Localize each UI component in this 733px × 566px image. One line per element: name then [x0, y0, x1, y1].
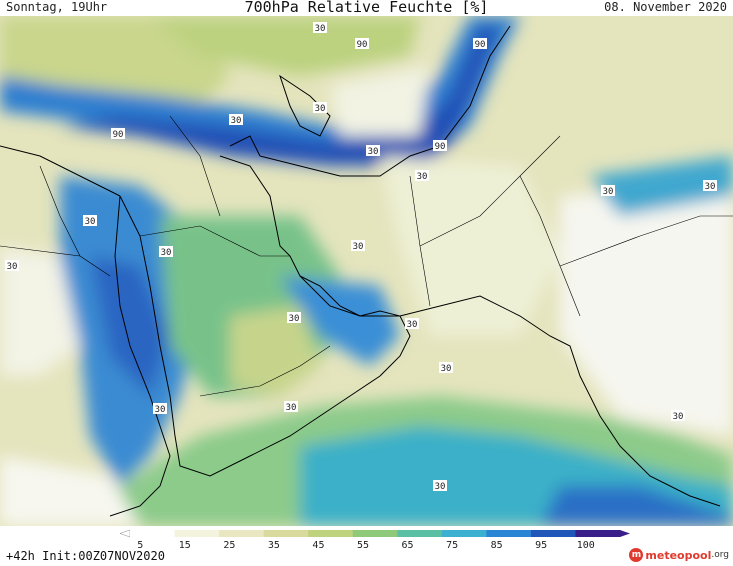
- legend-tick-label: 5: [137, 540, 143, 551]
- contour-label: 30: [159, 246, 173, 258]
- country-borders: [0, 115, 733, 397]
- dry-zone-iran: [380, 156, 560, 336]
- svg-text:30: 30: [603, 187, 614, 197]
- dry-zone-arabia: [230, 306, 320, 396]
- map-footer: 5 15 25 35 45 55 65 75 85 95 100 +42h Init:00Z07NO…: [0, 526, 733, 566]
- map-header: Sonntag, 19Uhr 700hPa Relative Feuchte […: [0, 0, 733, 16]
- legend-swatch: [575, 530, 621, 537]
- contour-label: 90: [433, 140, 447, 152]
- dry-zone-africa: [0, 246, 80, 376]
- legend-swatch: [530, 530, 576, 537]
- legend-tick-label: 45: [312, 540, 324, 551]
- contour-label: 30: [313, 22, 327, 34]
- legend-swatch: [441, 530, 487, 537]
- humid-zone-gulf: [280, 276, 400, 366]
- legend-lower-arrow: [119, 529, 131, 538]
- svg-text:30: 30: [231, 116, 242, 126]
- humidity-field: [0, 16, 733, 526]
- svg-text:30: 30: [7, 262, 18, 272]
- svg-text:30: 30: [315, 104, 326, 114]
- contour-label: 30: [703, 180, 717, 192]
- legend-swatch: [308, 530, 354, 537]
- svg-text:30: 30: [155, 405, 166, 415]
- moist-zone-north: [150, 16, 420, 76]
- contour-label: 30: [5, 260, 19, 272]
- contour-label: 30: [287, 312, 301, 324]
- svg-text:30: 30: [407, 320, 418, 330]
- legend-tick-label: 35: [268, 540, 280, 551]
- map-title: 700hPa Relative Feuchte [%]: [244, 0, 489, 16]
- legend-tick-label: 15: [179, 540, 191, 551]
- svg-text:30: 30: [161, 248, 172, 258]
- legend-swatch: [397, 530, 443, 537]
- legend-tick-label: 85: [491, 540, 503, 551]
- legend-swatch: [486, 530, 532, 537]
- logo-prefix: meteo: [645, 548, 685, 562]
- logo-accent: pool: [684, 548, 712, 562]
- contour-label: 30: [366, 145, 380, 157]
- legend-swatch: [130, 530, 176, 537]
- contour-label: 30: [351, 240, 365, 252]
- logo-wordmark: meteopool: [645, 549, 711, 562]
- humid-peak-south: [540, 486, 733, 526]
- dry-zone-north: [330, 66, 430, 136]
- svg-text:90: 90: [357, 40, 368, 50]
- legend-tick-label: 65: [402, 540, 414, 551]
- svg-text:30: 30: [441, 364, 452, 374]
- legend-swatch: [219, 530, 265, 537]
- contour-label: 30: [284, 401, 298, 413]
- meteopool-logo-icon: m: [629, 548, 644, 562]
- legend-tick-label: 100: [577, 540, 595, 551]
- svg-text:30: 30: [705, 182, 716, 192]
- legend-swatch: [352, 530, 398, 537]
- svg-text:30: 30: [286, 403, 297, 413]
- humid-band-himalaya: [590, 156, 733, 216]
- svg-text:30: 30: [435, 482, 446, 492]
- contour-label: 30: [439, 362, 453, 374]
- dry-zone-east: [560, 186, 733, 436]
- coastlines: [0, 25, 721, 517]
- svg-text:30: 30: [417, 172, 428, 182]
- contour-label: 30: [83, 215, 97, 227]
- humid-core-north: [60, 26, 500, 166]
- svg-text:90: 90: [435, 142, 446, 152]
- svg-text:30: 30: [289, 314, 300, 324]
- contour-label: 30: [229, 114, 243, 126]
- contour-label: 90: [355, 38, 369, 50]
- contour-labels: 30 90 90 30 30 90 30 90 30 30 30 30 30 30 30 30 30 30 30 30…: [5, 22, 717, 492]
- legend-swatch: [263, 530, 309, 537]
- contour-label: 90: [473, 38, 487, 50]
- meteopool-logo[interactable]: m meteopool .org: [629, 546, 729, 564]
- humidity-map[interactable]: 30 90 90 30 30 90 30 90 30 30 30 30 30 30 30 30 30 30 30 30…: [0, 16, 733, 526]
- legend-tick-label: 25: [223, 540, 235, 551]
- contour-label: 30: [415, 170, 429, 182]
- legend-tick-label: 95: [535, 540, 547, 551]
- svg-text:30: 30: [368, 147, 379, 157]
- logo-tld: .org: [711, 550, 729, 560]
- humid-core-west: [90, 256, 170, 396]
- legend-tick-label: 75: [446, 540, 458, 551]
- legend-swatch: [174, 530, 220, 537]
- forecast-init-info: +42h Init:00Z07NOV2020: [6, 549, 165, 563]
- contour-label: 30: [433, 480, 447, 492]
- contour-label: 30: [671, 410, 685, 422]
- legend-upper-arrow: [620, 530, 630, 537]
- svg-text:30: 30: [85, 217, 96, 227]
- svg-text:30: 30: [673, 412, 684, 422]
- forecast-day-time: Sonntag, 19Uhr: [6, 0, 108, 14]
- svg-text:30: 30: [315, 24, 326, 34]
- contour-label: 30: [153, 403, 167, 415]
- svg-text:30: 30: [353, 242, 364, 252]
- contour-label: 30: [405, 318, 419, 330]
- color-legend: 5 15 25 35 45 55 65 75 85 95 100: [119, 529, 630, 551]
- contour-label: 90: [111, 128, 125, 140]
- contour-label: 30: [601, 185, 615, 197]
- forecast-date: 08. November 2020: [604, 0, 727, 14]
- dry-zone-southwest: [0, 456, 140, 526]
- svg-text:90: 90: [475, 40, 486, 50]
- legend-tick-label: 55: [357, 540, 369, 551]
- svg-text:90: 90: [113, 130, 124, 140]
- contour-label: 30: [313, 102, 327, 114]
